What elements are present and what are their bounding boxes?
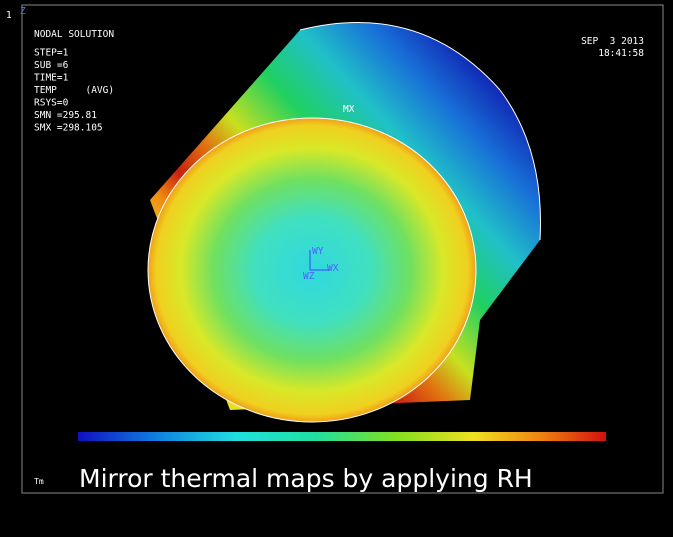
- wx-label: WX: [327, 263, 339, 274]
- info-line: RSYS=0: [34, 98, 69, 109]
- info-line: SMX =298.105: [34, 123, 103, 134]
- axis-label: Z: [20, 6, 26, 17]
- screen: 1 Z NODAL SOLUTION STEP=1SUB =6 TIME=1TEMP…: [0, 0, 673, 537]
- info-line: TIME=1: [34, 73, 69, 84]
- max-marker: MX: [343, 104, 355, 115]
- info-line: NODAL SOLUTION: [34, 29, 114, 40]
- date: SEP 3 2013: [581, 36, 644, 47]
- color-bar: [78, 432, 606, 441]
- wy-label: WY: [312, 246, 324, 257]
- window-number: 1: [6, 10, 12, 21]
- wz-label: WZ: [303, 271, 315, 282]
- caption: Mirror thermal maps by applying RH: [79, 464, 533, 493]
- footer-label: Tm: [34, 477, 44, 486]
- info-line: SMN =295.81: [34, 110, 97, 121]
- time: 18:41:58: [598, 48, 644, 59]
- info-line: SUB =6: [34, 60, 69, 71]
- info-line: STEP=1: [34, 48, 69, 59]
- info-line: TEMP (AVG): [34, 85, 114, 96]
